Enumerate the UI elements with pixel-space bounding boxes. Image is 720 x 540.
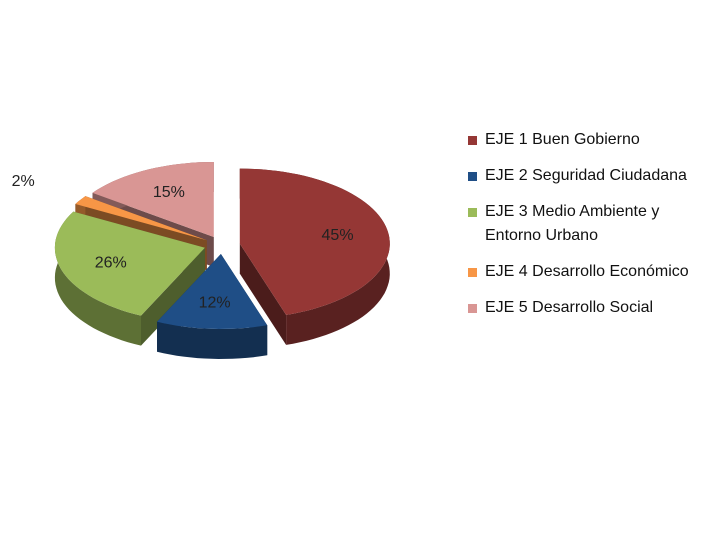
slice bbox=[157, 254, 268, 329]
legend-label: EJE 3 Medio Ambiente y Entorno Urbano bbox=[485, 203, 660, 244]
value-label: 2% bbox=[12, 173, 35, 190]
slice-side bbox=[157, 321, 268, 359]
legend-label: EJE 1 Buen Gobierno bbox=[485, 131, 640, 148]
legend-item: EJE 2 Seguridad Ciudadana bbox=[468, 164, 698, 188]
legend-swatch bbox=[468, 136, 477, 145]
legend: EJE 1 Buen Gobierno EJE 2 Seguridad Ciuda… bbox=[468, 128, 698, 332]
legend-swatch bbox=[468, 172, 477, 181]
legend-label: EJE 4 Desarrollo Económico bbox=[485, 263, 689, 280]
slice bbox=[92, 162, 214, 237]
slice bbox=[75, 196, 207, 241]
value-label: 15% bbox=[153, 184, 185, 201]
slice bbox=[54, 211, 205, 316]
legend-item: EJE 3 Medio Ambiente y Entorno Urbano bbox=[468, 200, 698, 248]
legend-item: EJE 5 Desarrollo Social bbox=[468, 296, 698, 320]
slice bbox=[239, 168, 390, 315]
value-label: 12% bbox=[199, 295, 231, 312]
legend-item: EJE 4 Desarrollo Económico bbox=[468, 260, 698, 284]
legend-swatch bbox=[468, 208, 477, 217]
legend-item: EJE 1 Buen Gobierno bbox=[468, 128, 698, 152]
legend-swatch bbox=[468, 304, 477, 313]
legend-label: EJE 5 Desarrollo Social bbox=[485, 299, 654, 316]
legend-label: EJE 2 Seguridad Ciudadana bbox=[485, 167, 687, 184]
slice-wall bbox=[239, 243, 287, 345]
value-label: 45% bbox=[322, 227, 354, 244]
value-label: 26% bbox=[95, 254, 127, 271]
legend-swatch bbox=[468, 268, 477, 277]
slice-side bbox=[54, 211, 141, 346]
